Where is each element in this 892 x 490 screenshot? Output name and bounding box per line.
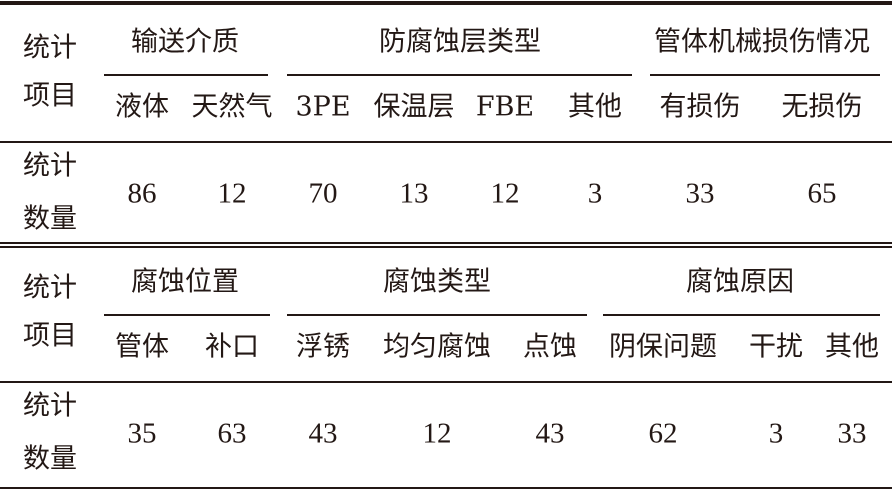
row-label-header: 统计: [23, 32, 77, 64]
group-header: 腐蚀位置: [131, 266, 239, 298]
subheader: 点蚀: [523, 331, 577, 363]
subheader: 液体: [115, 91, 169, 123]
header-rule: [0, 141, 892, 143]
subheader: 其他: [568, 91, 622, 123]
row-label-header: 项目: [23, 80, 77, 112]
group-header: 腐蚀类型: [383, 266, 491, 298]
value-cell: 12: [490, 177, 520, 210]
group-underline: [603, 314, 880, 316]
value-cell: 33: [837, 417, 867, 450]
value-cell: 12: [217, 177, 247, 210]
header-rule: [0, 381, 892, 383]
subheader: 补口: [205, 331, 259, 363]
top-rule: [0, 1, 892, 5]
value-cell: 65: [807, 177, 837, 210]
value-cell: 35: [127, 417, 157, 450]
group-header: 腐蚀原因: [686, 266, 794, 298]
subheader: FBE: [475, 91, 535, 123]
value-cell: 86: [127, 177, 157, 210]
subheader: 阴保问题: [609, 331, 717, 363]
group-underline: [287, 314, 587, 316]
value-cell: 12: [422, 417, 452, 450]
row-label-data: 数量: [23, 443, 77, 475]
value-cell: 70: [308, 177, 338, 210]
subheader: 3PE: [295, 91, 351, 123]
value-cell: 43: [308, 417, 338, 450]
group-underline: [650, 74, 880, 76]
subheader: 无损伤: [781, 91, 863, 123]
subheader: 有损伤: [659, 91, 741, 123]
value-cell: 3: [768, 417, 784, 450]
row-label-header: 统计: [23, 272, 77, 304]
value-cell: 43: [535, 417, 565, 450]
double-rule-lower: [0, 246, 892, 248]
group-underline: [104, 74, 268, 76]
bottom-rule: [0, 487, 892, 489]
subheader: 管体: [115, 331, 169, 363]
subheader: 均匀腐蚀: [383, 331, 491, 363]
subheader: 浮锈: [296, 331, 350, 363]
subheader: 其他: [825, 331, 879, 363]
value-cell: 33: [685, 177, 715, 210]
row-label-header: 项目: [23, 320, 77, 352]
group-header: 管体机械损伤情况: [654, 26, 870, 58]
subheader: 保温层: [373, 91, 455, 123]
row-label-data: 数量: [23, 203, 77, 235]
group-header: 输送介质: [131, 26, 239, 58]
value-cell: 13: [399, 177, 429, 210]
value-cell: 62: [648, 417, 678, 450]
row-label-data: 统计: [23, 150, 77, 182]
row-label-data: 统计: [23, 390, 77, 422]
group-underline: [287, 74, 632, 76]
value-cell: 3: [587, 177, 603, 210]
subheader: 天然气: [191, 91, 273, 123]
group-underline: [104, 314, 270, 316]
subheader: 干扰: [749, 331, 803, 363]
value-cell: 63: [217, 417, 247, 450]
group-header: 防腐蚀层类型: [379, 26, 541, 58]
double-rule-upper: [0, 242, 892, 244]
